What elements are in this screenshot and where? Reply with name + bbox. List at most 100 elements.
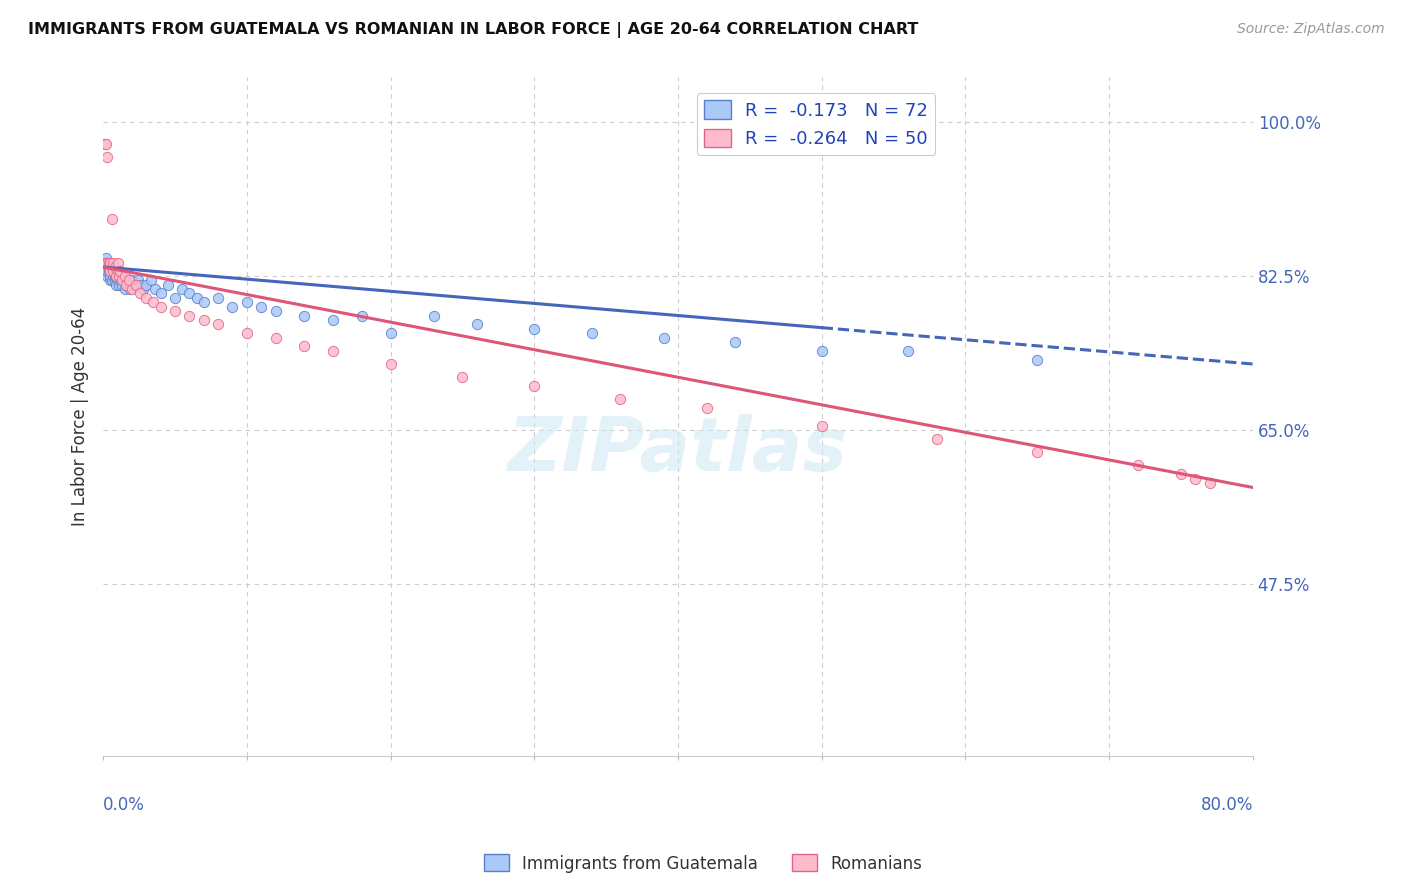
Point: [121, 273, 143, 287]
Point: [163, 304, 186, 318]
Point: [93, 255, 115, 269]
Point: [179, 286, 201, 301]
Point: [98, 255, 121, 269]
Point: [98, 273, 121, 287]
Point: [98, 268, 121, 283]
Point: [94, 260, 117, 274]
Point: [129, 286, 152, 301]
Point: [104, 273, 127, 287]
Text: 80.0%: 80.0%: [1201, 796, 1253, 814]
Point: [114, 268, 136, 283]
Point: [110, 273, 132, 287]
Point: [221, 300, 243, 314]
Point: [94, 136, 117, 151]
Point: [322, 313, 344, 327]
Point: [97, 260, 120, 274]
Point: [132, 282, 155, 296]
Point: [94, 255, 117, 269]
Point: [581, 326, 603, 340]
Point: [97, 264, 120, 278]
Point: [465, 318, 488, 332]
Point: [163, 291, 186, 305]
Legend: R =  -0.173   N = 72, R =  -0.264   N = 50: R = -0.173 N = 72, R = -0.264 N = 50: [696, 94, 935, 155]
Point: [124, 277, 146, 292]
Point: [107, 273, 129, 287]
Point: [100, 211, 122, 226]
Point: [97, 255, 120, 269]
Point: [149, 286, 172, 301]
Y-axis label: In Labor Force | Age 20-64: In Labor Force | Age 20-64: [72, 308, 89, 526]
Point: [925, 432, 948, 446]
Point: [451, 370, 474, 384]
Point: [1170, 467, 1192, 482]
Point: [143, 282, 166, 296]
Point: [98, 264, 121, 278]
Point: [105, 277, 128, 292]
Point: [107, 268, 129, 283]
Point: [250, 300, 273, 314]
Point: [112, 273, 135, 287]
Point: [810, 418, 832, 433]
Point: [292, 339, 315, 353]
Point: [236, 295, 259, 310]
Point: [108, 268, 131, 283]
Point: [1198, 476, 1220, 491]
Point: [139, 273, 162, 287]
Point: [93, 136, 115, 151]
Point: [94, 251, 117, 265]
Point: [696, 401, 718, 416]
Point: [264, 330, 287, 344]
Point: [104, 260, 127, 274]
Point: [115, 277, 138, 292]
Point: [93, 264, 115, 278]
Point: [897, 343, 920, 358]
Point: [111, 273, 134, 287]
Point: [98, 260, 121, 274]
Point: [172, 282, 194, 296]
Point: [118, 273, 141, 287]
Point: [142, 295, 165, 310]
Point: [652, 330, 675, 344]
Point: [193, 313, 215, 327]
Point: [107, 255, 129, 269]
Point: [1026, 352, 1049, 367]
Point: [810, 343, 832, 358]
Point: [207, 291, 229, 305]
Point: [108, 277, 131, 292]
Point: [100, 273, 122, 287]
Text: 0.0%: 0.0%: [103, 796, 145, 814]
Point: [125, 277, 148, 292]
Point: [350, 309, 373, 323]
Point: [523, 322, 546, 336]
Point: [100, 264, 122, 278]
Point: [380, 326, 402, 340]
Point: [1184, 472, 1206, 486]
Point: [156, 277, 179, 292]
Text: IMMIGRANTS FROM GUATEMALA VS ROMANIAN IN LABOR FORCE | AGE 20-64 CORRELATION CHA: IMMIGRANTS FROM GUATEMALA VS ROMANIAN IN…: [28, 22, 918, 38]
Point: [93, 255, 115, 269]
Text: Source: ZipAtlas.com: Source: ZipAtlas.com: [1237, 22, 1385, 37]
Point: [94, 255, 117, 269]
Point: [135, 277, 157, 292]
Point: [264, 304, 287, 318]
Point: [111, 277, 134, 292]
Point: [186, 291, 208, 305]
Point: [107, 264, 129, 278]
Point: [118, 277, 141, 292]
Point: [179, 309, 201, 323]
Point: [422, 309, 444, 323]
Point: [108, 268, 131, 283]
Point: [103, 255, 125, 269]
Point: [121, 282, 143, 296]
Point: [609, 392, 631, 407]
Point: [114, 282, 136, 296]
Point: [120, 282, 142, 296]
Point: [110, 268, 132, 283]
Point: [104, 268, 127, 283]
Point: [103, 268, 125, 283]
Point: [103, 260, 125, 274]
Point: [322, 343, 344, 358]
Point: [100, 260, 122, 274]
Point: [380, 357, 402, 371]
Point: [117, 273, 139, 287]
